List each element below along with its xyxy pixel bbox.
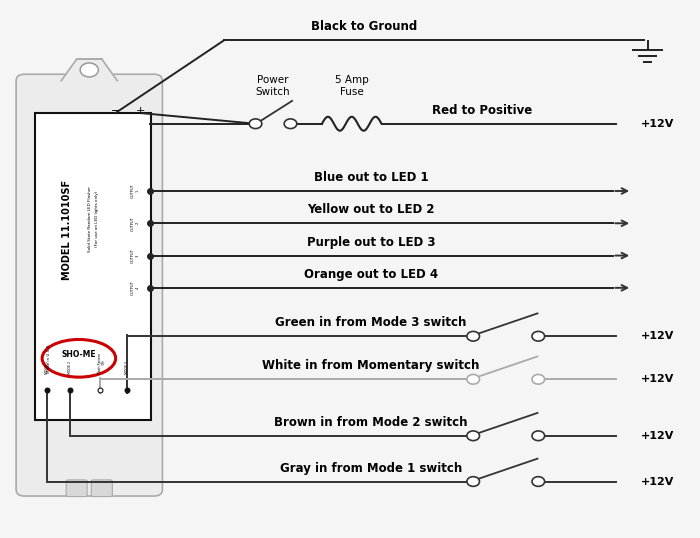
FancyBboxPatch shape — [16, 74, 162, 496]
Text: +12V: +12V — [640, 374, 674, 384]
Text: Yellow out to LED 2: Yellow out to LED 2 — [307, 203, 435, 216]
Text: Power
Switch: Power Switch — [256, 75, 290, 97]
Circle shape — [467, 431, 480, 441]
Circle shape — [532, 477, 545, 486]
Text: OUTPUT
4: OUTPUT 4 — [131, 280, 139, 295]
Bar — [35, 113, 150, 420]
FancyBboxPatch shape — [66, 480, 88, 497]
Text: Made in U.S.A.: Made in U.S.A. — [47, 344, 51, 373]
Text: Orange out to LED 4: Orange out to LED 4 — [304, 268, 438, 281]
Text: (For use on LED lights only): (For use on LED lights only) — [95, 190, 99, 247]
Circle shape — [80, 63, 99, 77]
Circle shape — [467, 477, 480, 486]
Text: ®: ® — [99, 362, 104, 367]
Text: MODE 3: MODE 3 — [125, 361, 130, 374]
Text: Blue out to LED 1: Blue out to LED 1 — [314, 171, 428, 184]
Circle shape — [532, 331, 545, 341]
Text: Flash Pattern: Flash Pattern — [98, 353, 102, 374]
Circle shape — [284, 119, 297, 129]
Text: Green in from Mode 3 switch: Green in from Mode 3 switch — [275, 316, 467, 329]
Text: +12V: +12V — [640, 331, 674, 341]
Text: Black to Ground: Black to Ground — [311, 20, 417, 33]
Text: OUTPUT
1: OUTPUT 1 — [131, 183, 139, 199]
Polygon shape — [62, 59, 118, 81]
Text: 5 Amp
Fuse: 5 Amp Fuse — [335, 75, 369, 97]
FancyBboxPatch shape — [91, 480, 112, 497]
Text: MODEL 11.1010SF: MODEL 11.1010SF — [62, 180, 72, 280]
Text: +12V: +12V — [640, 477, 674, 486]
Ellipse shape — [42, 339, 116, 377]
Text: +: + — [135, 105, 145, 116]
Text: +12V: +12V — [640, 431, 674, 441]
Text: −: − — [111, 105, 120, 116]
Circle shape — [249, 119, 262, 129]
Circle shape — [467, 374, 480, 384]
Text: Brown in from Mode 2 switch: Brown in from Mode 2 switch — [274, 416, 468, 429]
Text: Purple out to LED 3: Purple out to LED 3 — [307, 236, 435, 249]
Circle shape — [532, 374, 545, 384]
Text: Solid State Random LED Flasher: Solid State Random LED Flasher — [88, 186, 92, 252]
Text: MODE 2: MODE 2 — [68, 361, 71, 374]
Circle shape — [467, 331, 480, 341]
Circle shape — [532, 431, 545, 441]
Text: SHO-ME: SHO-ME — [62, 350, 96, 359]
Text: White in from Momentary switch: White in from Momentary switch — [262, 359, 480, 372]
Text: MODE 1: MODE 1 — [45, 361, 48, 374]
Text: Gray in from Mode 1 switch: Gray in from Mode 1 switch — [280, 462, 462, 475]
Text: Red to Positive: Red to Positive — [432, 104, 532, 117]
Text: OUTPUT
3: OUTPUT 3 — [131, 248, 139, 263]
Text: OUTPUT
2: OUTPUT 2 — [131, 216, 139, 231]
Text: +12V: +12V — [640, 119, 674, 129]
